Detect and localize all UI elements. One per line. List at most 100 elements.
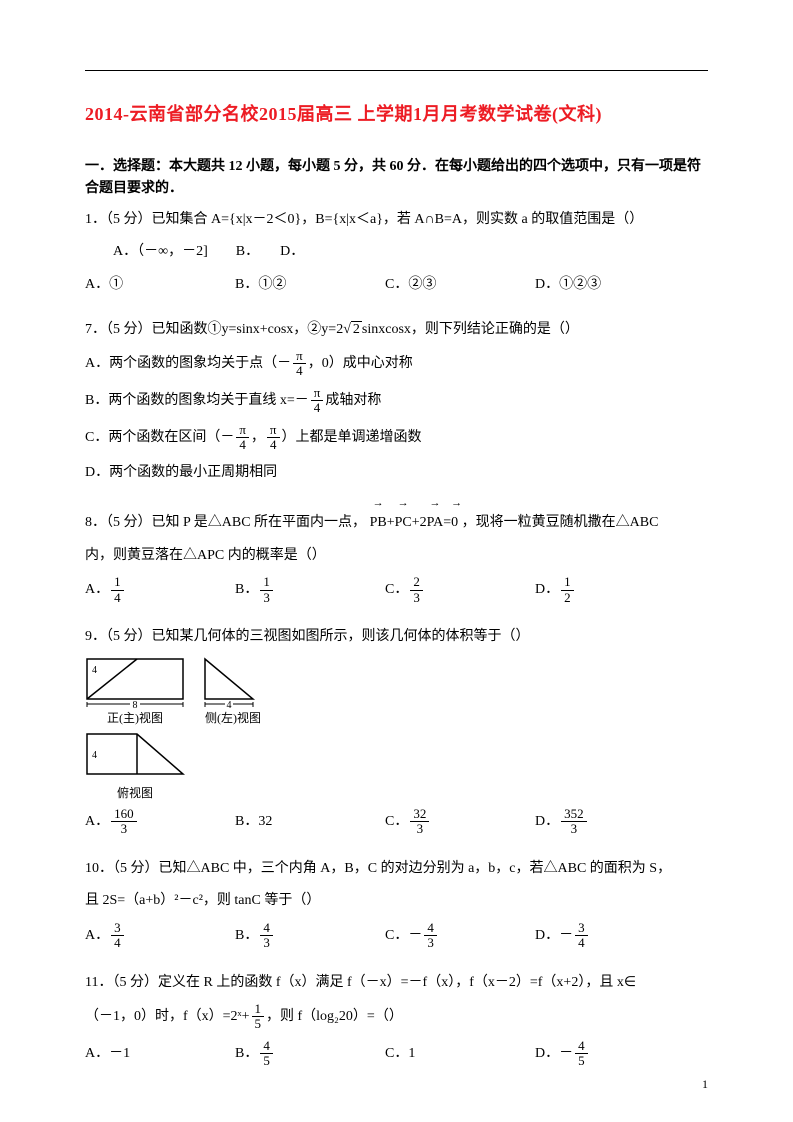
q7-stem-a: 7．（5 分）已知函数①y=sinx+cosx，② (85, 322, 321, 337)
q11-opt-d: D．－45 (535, 1039, 590, 1070)
four: 4 (311, 401, 324, 415)
d: 3 (260, 591, 273, 605)
q1-stem: 1．（5 分）已知集合 A={x|x－2＜0}，B={x|x＜a}，若 A∩B=… (85, 207, 708, 234)
lb: B． (235, 928, 258, 943)
q7-c-post: ）上都是单调递增函数 (282, 430, 422, 445)
lc: C． (385, 814, 408, 829)
q11-s2a: （－1，0）时，f（x）=2ˣ+ (85, 1009, 250, 1024)
f15: 15 (252, 1002, 265, 1032)
q7-func2-post: sinxcosx (362, 322, 411, 337)
q7-b-pre: B．两个函数的图象均关于直线 (85, 393, 280, 408)
q8-opt-b: B．13 (235, 575, 385, 606)
front-view: 8 4 正(主)视图 (85, 657, 185, 726)
f: 23 (410, 575, 423, 605)
d: 3 (424, 936, 437, 950)
vec-pb: PB (370, 508, 387, 537)
d: 3 (410, 822, 429, 836)
svg-text:4: 4 (92, 750, 97, 761)
q10-stem2: 且 2S=（a+b）²－c²，则 tanC 等于（） (85, 888, 708, 915)
side-label: 侧(左)视图 (203, 709, 263, 726)
q11-stem2: （－1，0）时，f（x）=2ˣ+15，则 f（log₂20）=（） (85, 1002, 708, 1033)
d: 3 (410, 591, 423, 605)
lb: B． (235, 1046, 258, 1061)
q7-c-pre: C．两个函数在区间（－ (85, 430, 234, 445)
q9-opt-a: A．1603 (85, 807, 235, 838)
la: A． (85, 814, 109, 829)
sqrt-icon: 2 (343, 317, 362, 344)
lc: C．－ (385, 928, 422, 943)
n: 1 (252, 1002, 265, 1017)
q8-options: A．14 B．13 C．23 D．12 (85, 575, 708, 606)
la: A． (85, 928, 109, 943)
q8-opt-a: A．14 (85, 575, 235, 606)
q7-stem: 7．（5 分）已知函数①y=sinx+cosx，②y=22sinxcosx，则下… (85, 317, 708, 344)
f: 43 (260, 921, 273, 951)
q8-opt-d: D．12 (535, 575, 576, 606)
eq: = (443, 515, 451, 530)
svg-text:4: 4 (227, 700, 232, 709)
frac-pi-4-c2: π4 (267, 423, 280, 453)
q10-opt-b: B．43 (235, 921, 385, 952)
f: 14 (111, 575, 124, 605)
q8-b: ，现将一粒黄豆随机撒在△ABC (462, 515, 659, 530)
pi: π (267, 423, 280, 438)
ld: D． (535, 814, 559, 829)
q11-opt-c: C．1 (385, 1039, 535, 1070)
q7-opt-d: D．两个函数的最小正周期相同 (85, 460, 708, 487)
q11-opt-b: B．45 (235, 1039, 385, 1070)
n: 1 (561, 575, 574, 590)
top-view: 4 俯视图 (85, 732, 185, 801)
q7-c-mid: ， (251, 430, 265, 445)
q1-opt-a: A．① (85, 272, 235, 299)
n: 3 (111, 921, 124, 936)
q1-opt-b: B．①② (235, 272, 385, 299)
f: 12 (561, 575, 574, 605)
q7-b-post: 成轴对称 (325, 393, 381, 408)
q9-views-row1: 8 4 正(主)视图 4 侧(左)视图 (85, 657, 708, 726)
d: 5 (252, 1017, 265, 1031)
n: 4 (260, 1039, 273, 1054)
q9-opt-c: C．323 (385, 807, 535, 838)
q10-stem1: 10．（5 分）已知△ABC 中，三个内角 A，B，C 的对边分别为 a，b，c… (85, 856, 708, 883)
pi: π (311, 386, 324, 401)
q7-rad: 2 (351, 321, 362, 337)
top-view-svg: 4 (85, 732, 185, 784)
d: 4 (111, 591, 124, 605)
pi: π (293, 349, 306, 364)
n: 1 (260, 575, 273, 590)
d: 2 (561, 591, 574, 605)
q11-stem1: 11．（5 分）定义在 R 上的函数 f（x）满足 f（－x）=－f（x），f（… (85, 970, 708, 997)
q7-func2-pre: y=2 (321, 322, 343, 337)
vec-zero: 0 (451, 508, 458, 537)
n: 1 (111, 575, 124, 590)
n: 2 (410, 575, 423, 590)
q10-opt-d: D．－34 (535, 921, 590, 952)
d: 3 (561, 822, 587, 836)
ld: D． (535, 582, 559, 597)
q9-views-row2: 4 俯视图 (85, 732, 708, 801)
q7-opt-a: A．两个函数的图象均关于点（－π4，0）成中心对称 (85, 349, 708, 380)
f: 323 (410, 807, 429, 837)
f: 34 (575, 921, 588, 951)
ld: D．－ (535, 1046, 573, 1061)
f: 13 (260, 575, 273, 605)
q10-options: A．34 B．43 C．－43 D．－34 (85, 921, 708, 952)
n: 4 (260, 921, 273, 936)
f: 43 (424, 921, 437, 951)
two: 2 (420, 515, 427, 530)
d: 4 (111, 936, 124, 950)
q10-opt-c: C．－43 (385, 921, 535, 952)
q7-opt-b: B．两个函数的图象均关于直线 x=－π4成轴对称 (85, 386, 708, 417)
q8-stem2: 内，则黄豆落在△APC 内的概率是（） (85, 543, 708, 570)
q11-opt-a: A．－1 (85, 1039, 235, 1070)
side-view: 4 侧(左)视图 (203, 657, 263, 726)
svg-text:8: 8 (133, 700, 138, 709)
n: 3 (575, 921, 588, 936)
four: 4 (236, 438, 249, 452)
n: 160 (111, 807, 137, 822)
n: 32 (410, 807, 429, 822)
d: 5 (575, 1054, 588, 1068)
plus1: + (387, 515, 395, 530)
f: 45 (575, 1039, 588, 1069)
f: 1603 (111, 807, 137, 837)
